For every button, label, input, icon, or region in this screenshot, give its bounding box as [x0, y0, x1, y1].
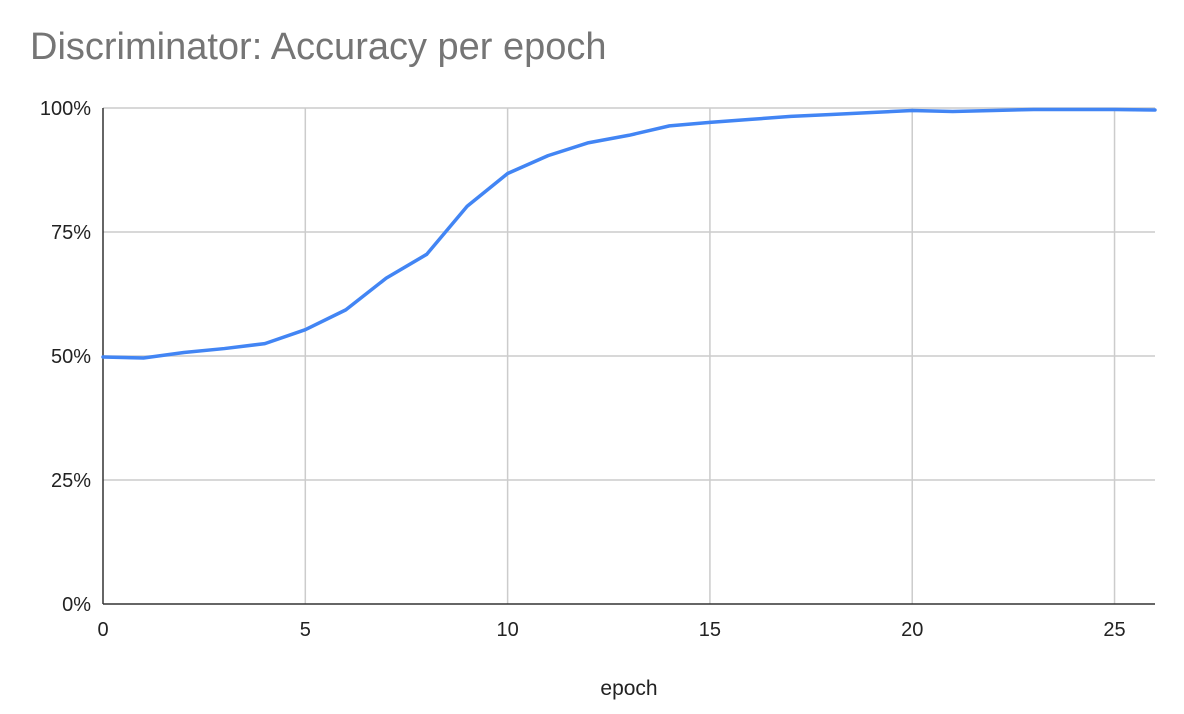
- data-point: [101, 355, 105, 359]
- series-line: [101, 107, 1157, 360]
- x-tick-label: 10: [496, 619, 518, 641]
- x-tick-label: 25: [1103, 619, 1125, 641]
- data-point: [141, 356, 145, 360]
- data-point: [587, 141, 591, 145]
- y-tick-label: 100%: [40, 98, 91, 120]
- data-point: [1153, 108, 1157, 112]
- x-tick-label: 0: [97, 619, 108, 641]
- data-point: [829, 112, 833, 116]
- data-point: [708, 120, 712, 124]
- data-point: [748, 117, 752, 121]
- data-point: [951, 109, 955, 113]
- data-point: [384, 276, 388, 280]
- data-point: [1032, 107, 1036, 111]
- y-tick-label: 0%: [62, 594, 91, 616]
- series-layer: [101, 107, 1157, 360]
- data-point: [506, 171, 510, 175]
- data-point: [344, 308, 348, 312]
- x-tick-label: 20: [901, 619, 923, 641]
- data-point: [789, 114, 793, 118]
- data-point: [1113, 107, 1117, 111]
- data-point: [465, 204, 469, 208]
- grid-layer: [103, 107, 1155, 604]
- data-point: [627, 133, 631, 137]
- data-point: [425, 252, 429, 256]
- data-point: [910, 108, 914, 112]
- data-point: [546, 154, 550, 158]
- tick-labels: 0% 25% 50% 75% 100% 0 5 10 15 20 25: [40, 98, 1126, 641]
- x-tick-label: 5: [300, 619, 311, 641]
- data-point: [1072, 107, 1076, 111]
- data-point: [303, 328, 307, 332]
- data-point: [667, 124, 671, 128]
- data-point: [182, 351, 186, 355]
- y-tick-label: 25%: [51, 470, 91, 492]
- data-point: [222, 347, 226, 351]
- data-point: [991, 108, 995, 112]
- y-tick-label: 50%: [51, 346, 91, 368]
- x-tick-label: 15: [699, 619, 721, 641]
- data-point: [870, 110, 874, 114]
- y-tick-label: 75%: [51, 222, 91, 244]
- data-point: [263, 342, 267, 346]
- x-axis-title: epoch: [600, 677, 657, 700]
- chart-title: Discriminator: Accuracy per epoch: [30, 26, 607, 68]
